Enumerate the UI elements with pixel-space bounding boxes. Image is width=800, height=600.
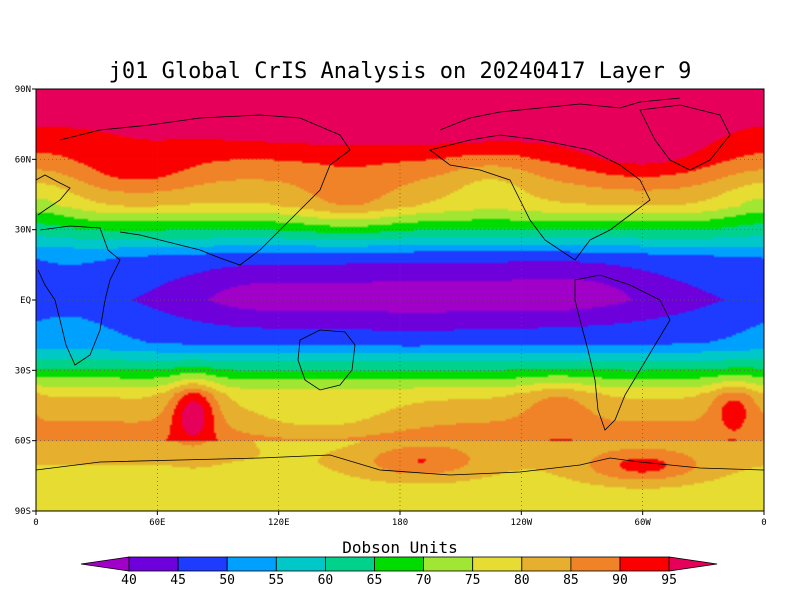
colorbar-box [570,556,621,572]
colorbar-label: 55 [268,573,284,588]
coastline-greenland [639,104,731,171]
y-tick-label: 60S [15,437,31,447]
coastline-asia [59,114,351,266]
grid-lines [36,89,764,511]
colorbar-box [472,556,523,572]
coastline-north-america [429,134,651,261]
colorbar-label: 70 [416,573,432,588]
x-axis: 0 60E 120E 180 120W 60W 0 [33,511,767,528]
x-tick-label: 60W [635,518,652,528]
colorbar-label: 75 [465,573,481,588]
colorbar-label: 80 [514,573,530,588]
colorbar-label: 50 [219,573,235,588]
coastline-arctic [439,97,681,131]
coastline-europe-africa [35,174,121,366]
y-tick-label: EQ [20,296,31,306]
colorbar-box [226,556,277,572]
map-plot-area [35,88,765,512]
y-tick-label: 90S [15,507,31,517]
colorbar-label: 65 [367,573,383,588]
x-tick-label: 120W [510,518,532,528]
colorbar-box [521,556,572,572]
x-tick-label: 60E [149,518,165,528]
chart-title: j01 Global CrIS Analysis on 20240417 Lay… [109,59,692,84]
colorbar-label: 40 [121,573,137,588]
colorbar-lower-extension [80,556,130,572]
coastline-south-america [574,274,671,431]
coastline-antarctica [35,454,765,476]
colorbar-box [128,556,179,572]
colorbar-box [324,556,375,572]
coastline-australia [297,329,356,391]
colorbar-box [619,556,670,572]
x-tick-label: 0 [33,518,38,528]
colorbar: 40 45 50 55 60 65 70 75 80 85 90 95 [80,556,718,588]
x-tick-label: 120E [268,518,290,528]
colorbar-upper-extension [668,556,718,572]
colorbar-box [177,556,228,572]
colorbar-box [374,556,424,572]
y-tick-label: 30N [15,226,31,236]
colorbar-title: Dobson Units [342,538,458,557]
y-axis: 90N 60N 30N EQ 30S 60S 90S [15,85,36,517]
y-tick-label: 60N [15,155,31,165]
colorbar-label: 90 [612,573,628,588]
y-tick-label: 90N [15,85,31,95]
x-tick-label: 0 [761,518,766,528]
coastlines [35,97,765,476]
colorbar-label: 60 [318,573,334,588]
y-tick-label: 30S [15,366,31,376]
colorbar-label: 95 [661,573,677,588]
colorbar-box [275,556,326,572]
x-tick-label: 180 [392,518,408,528]
colorbar-box [423,556,474,572]
colorbar-label: 85 [563,573,579,588]
colorbar-label: 45 [170,573,186,588]
